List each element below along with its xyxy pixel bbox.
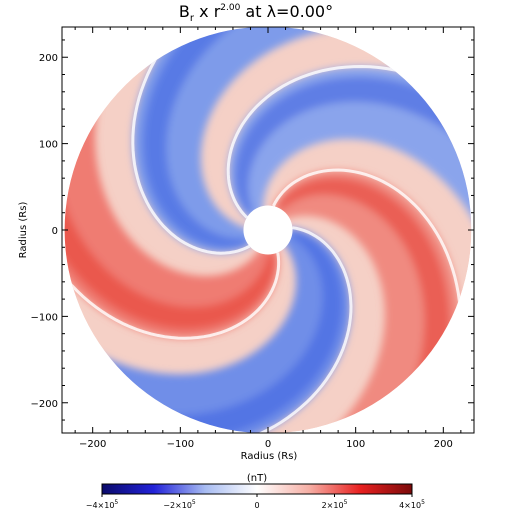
x-tick-label: 0 xyxy=(265,439,271,450)
spiral-arm-core-negative xyxy=(98,230,343,434)
x-tick-label: −200 xyxy=(79,439,106,450)
title-var-sub: r xyxy=(190,13,195,24)
inner-boundary xyxy=(243,205,293,255)
title-lambda-value: =0.00° xyxy=(276,2,333,21)
spiral-arm-negative xyxy=(132,26,412,254)
title-rvar: r xyxy=(214,2,221,21)
y-axis-label: Radius (Rs) xyxy=(18,202,29,259)
spiral-arm-core-positive xyxy=(64,121,276,329)
chart-title: Br x r2.00 at λ=0.00° xyxy=(179,2,333,24)
colorbar-tick-label: 4×105 xyxy=(399,499,425,510)
y-tick-label: −100 xyxy=(31,312,58,323)
title-var: B xyxy=(179,2,190,21)
x-tick-label: 200 xyxy=(434,439,453,450)
title-times: x xyxy=(199,2,208,21)
colorbar-label: (nT) xyxy=(247,473,267,484)
colorbar-tick-label: −2×105 xyxy=(163,499,196,510)
colorbar xyxy=(101,483,413,495)
spiral-arm-core-positive xyxy=(276,177,451,434)
y-tick-label: 100 xyxy=(39,140,58,151)
title-rexp: 2.00 xyxy=(220,3,240,13)
x-tick-label: 100 xyxy=(346,439,365,450)
current-sheet-line xyxy=(177,226,353,434)
spiral-arm-negative xyxy=(228,66,472,306)
y-tick-label: −200 xyxy=(31,399,58,410)
colorbar-ticks: −4×105 −2×105 0 2×105 4×105 xyxy=(86,494,425,510)
title-at: at xyxy=(245,2,261,21)
axis-ticks: −200 −100 0 100 200 −200 −100 0 100 200 xyxy=(31,27,474,450)
spiral-arm-core-negative xyxy=(142,26,305,249)
y-tick-label: 200 xyxy=(39,53,58,64)
colorbar-tick-label: −4×105 xyxy=(86,499,119,510)
colorbar-tick-label: 0 xyxy=(254,501,259,510)
x-axis-label: Radius (Rs) xyxy=(241,451,298,462)
x-tick-label: −100 xyxy=(167,439,194,450)
colorbar-tick-label: 2×105 xyxy=(322,499,348,510)
title-lambda: λ xyxy=(267,2,276,21)
y-tick-label: 0 xyxy=(52,226,58,237)
